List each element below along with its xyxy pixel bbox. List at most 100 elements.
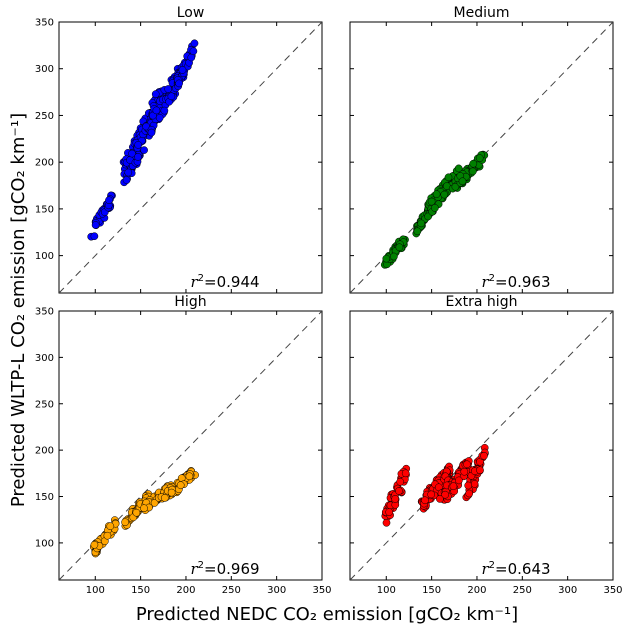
panel-title: Low bbox=[177, 5, 205, 21]
data-point bbox=[167, 488, 176, 497]
data-point bbox=[458, 177, 467, 186]
data-point bbox=[455, 476, 463, 485]
y-tick-label: 250 bbox=[35, 399, 54, 410]
data-point bbox=[121, 518, 129, 527]
data-point bbox=[401, 469, 410, 478]
panel-title: Extra high bbox=[446, 294, 518, 310]
data-point bbox=[382, 254, 391, 263]
data-point bbox=[105, 196, 113, 205]
data-point bbox=[417, 219, 426, 228]
data-point bbox=[475, 154, 484, 162]
r2-value: =0.963 bbox=[495, 273, 551, 291]
data-point bbox=[440, 190, 449, 199]
data-point bbox=[391, 495, 400, 503]
y-tick-label: 200 bbox=[35, 158, 54, 169]
data-point bbox=[91, 221, 100, 229]
x-tick-label: 200 bbox=[176, 585, 195, 596]
data-point bbox=[90, 540, 99, 549]
y-tick-label: 150 bbox=[35, 204, 54, 215]
data-point bbox=[436, 495, 444, 503]
data-point bbox=[103, 531, 112, 540]
y-tick-label: 300 bbox=[35, 353, 54, 364]
panel-extra-high: 100 150 200 250 300 350 Extra high r2=0.643 bbox=[349, 294, 623, 596]
r2-symbol: r bbox=[191, 560, 199, 578]
data-point bbox=[189, 47, 198, 56]
x-axis-label: Predicted NEDC CO₂ emission [gCO₂ km⁻¹] bbox=[136, 604, 518, 625]
data-point bbox=[441, 490, 450, 499]
x-tick-label: 250 bbox=[222, 585, 241, 596]
r2-value: =0.944 bbox=[204, 273, 260, 291]
data-point bbox=[476, 466, 484, 475]
data-point bbox=[160, 494, 169, 502]
y-tick-label: 100 bbox=[35, 538, 54, 549]
axes-frame bbox=[349, 310, 614, 581]
r2-annotation: r2=0.944 bbox=[191, 273, 260, 291]
y-axis-label: Predicted WLTP-L CO₂ emission [gCO₂ km⁻¹… bbox=[8, 113, 29, 507]
panel-medium: Medium r2=0.963 bbox=[349, 5, 614, 294]
data-point bbox=[469, 159, 478, 168]
x-tick-label: 250 bbox=[513, 585, 532, 596]
data-point bbox=[396, 477, 405, 486]
x-tick-label: 300 bbox=[558, 585, 577, 596]
x-tick-label: 100 bbox=[377, 585, 396, 596]
y-tick-label: 100 bbox=[35, 251, 54, 262]
data-point bbox=[160, 106, 169, 115]
y-tick-label: 200 bbox=[35, 446, 54, 457]
r2-value: =0.969 bbox=[204, 560, 260, 578]
y-tick-label: 350 bbox=[35, 18, 54, 29]
data-point bbox=[122, 176, 131, 184]
x-tick-label: 350 bbox=[312, 585, 331, 596]
data-point bbox=[128, 149, 136, 158]
y-tick-label: 150 bbox=[35, 492, 54, 503]
x-tick-label: 200 bbox=[467, 585, 486, 596]
data-point bbox=[465, 489, 474, 498]
r2-annotation: r2=0.969 bbox=[191, 560, 260, 578]
panel-title: Medium bbox=[454, 5, 510, 21]
panels-group: 100150200250300350Lowr2=0.944Mediumr2=0.… bbox=[35, 5, 623, 596]
data-point bbox=[382, 518, 391, 527]
x-tick-label: 350 bbox=[603, 585, 622, 596]
data-point bbox=[413, 227, 422, 236]
data-point bbox=[175, 79, 183, 88]
y-tick-label: 300 bbox=[35, 64, 54, 75]
r2-symbol: r bbox=[191, 273, 199, 291]
data-point bbox=[134, 141, 143, 149]
data-point bbox=[421, 496, 429, 505]
identity-line bbox=[59, 22, 322, 293]
r2-exponent: 2 bbox=[198, 560, 204, 571]
r2-annotation: r2=0.643 bbox=[482, 560, 551, 578]
data-point bbox=[463, 460, 471, 469]
data-point bbox=[151, 90, 160, 98]
scatter-points bbox=[380, 150, 489, 269]
r2-exponent: 2 bbox=[489, 560, 495, 571]
data-point bbox=[449, 482, 458, 491]
data-point bbox=[106, 522, 115, 531]
data-point bbox=[432, 190, 441, 198]
x-tick-label: 300 bbox=[267, 585, 286, 596]
data-point bbox=[124, 168, 133, 177]
data-point bbox=[147, 128, 156, 137]
data-point bbox=[427, 197, 436, 206]
scatter-points bbox=[87, 39, 199, 241]
data-point bbox=[431, 204, 439, 212]
r2-annotation: r2=0.963 bbox=[482, 273, 551, 291]
data-point bbox=[134, 153, 142, 161]
data-point bbox=[150, 499, 159, 507]
r2-value: =0.643 bbox=[495, 560, 551, 578]
data-point bbox=[427, 490, 436, 499]
data-point bbox=[167, 92, 176, 101]
r2-exponent: 2 bbox=[198, 273, 204, 284]
r2-symbol: r bbox=[482, 560, 490, 578]
data-point bbox=[395, 243, 404, 252]
data-point bbox=[468, 167, 477, 176]
data-point bbox=[390, 252, 398, 261]
scatter-points bbox=[89, 467, 199, 558]
data-point bbox=[395, 487, 403, 495]
data-point bbox=[444, 173, 453, 182]
data-point bbox=[152, 106, 161, 115]
data-point bbox=[132, 508, 141, 517]
identity-line bbox=[350, 311, 613, 580]
data-point bbox=[190, 39, 199, 48]
data-point bbox=[90, 232, 99, 241]
data-point bbox=[155, 113, 164, 122]
